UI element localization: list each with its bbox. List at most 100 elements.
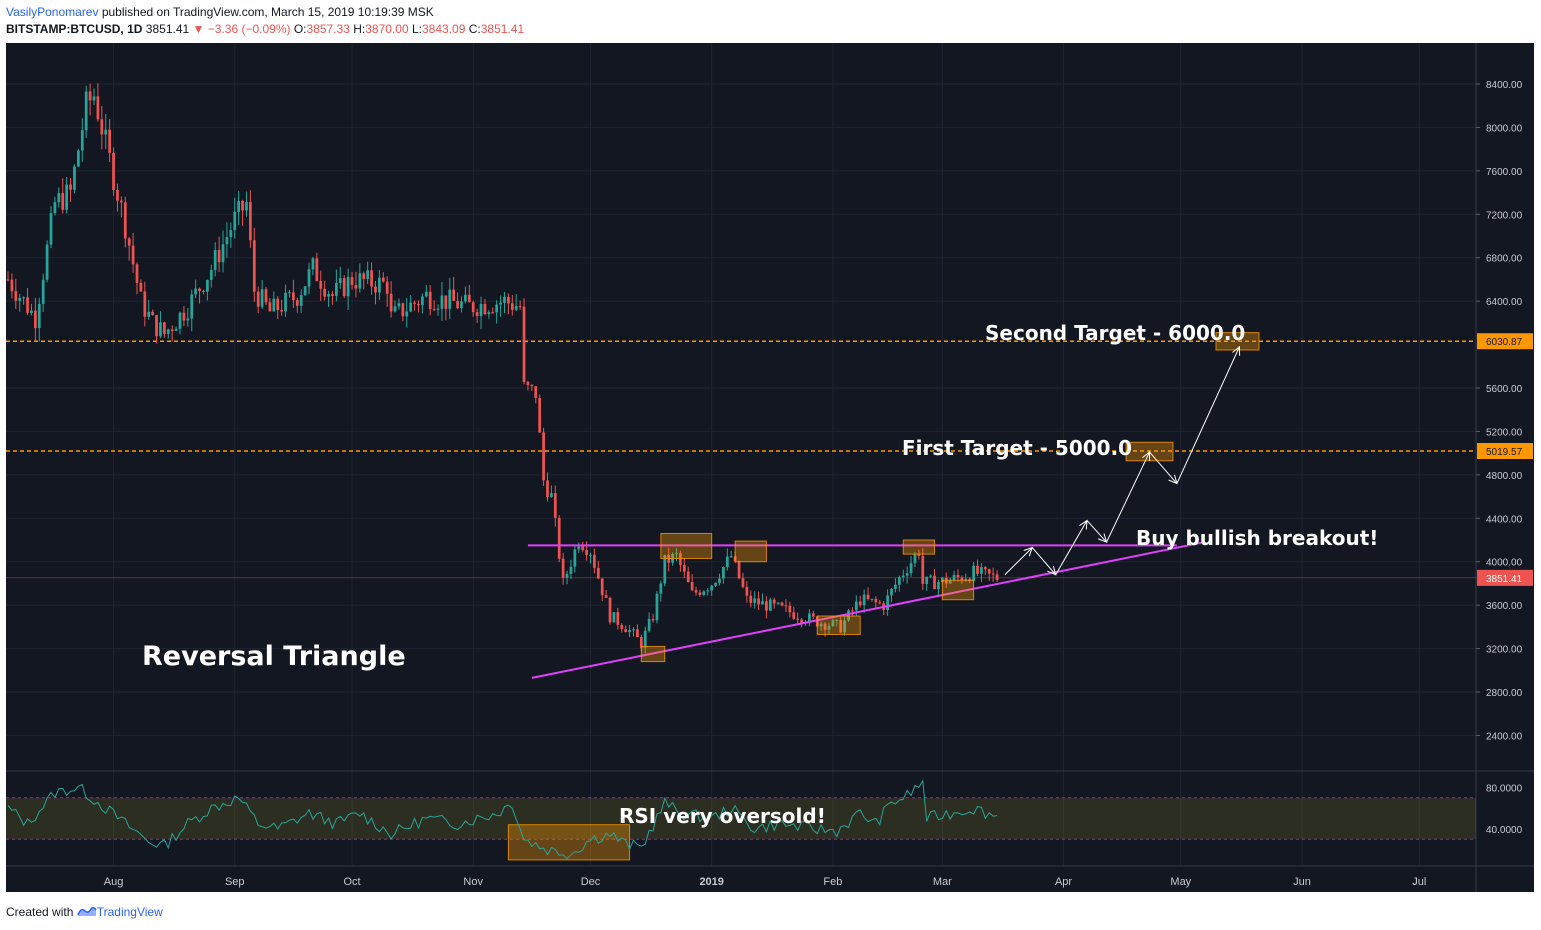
candle-body xyxy=(960,577,964,581)
candle-body xyxy=(41,279,45,304)
candle-body xyxy=(722,566,725,579)
candle-body xyxy=(659,583,663,594)
projection-segment[interactable] xyxy=(1176,346,1240,484)
time-tick-label: Aug xyxy=(104,876,124,888)
candle-body xyxy=(108,129,112,153)
rsi-annotation[interactable]: RSI very oversold! xyxy=(619,804,826,828)
candle-body xyxy=(788,605,792,613)
candle-body xyxy=(467,294,471,303)
candle-body xyxy=(808,613,811,623)
candle-body xyxy=(862,594,866,606)
price-tick-label: 5600.00 xyxy=(1486,384,1523,395)
time-axis[interactable]: Aug Sep Oct Nov Dec 2019 Feb Mar Apr May Jun Jul xyxy=(104,876,1427,888)
price-tick-label: 3200.00 xyxy=(1486,645,1523,656)
candle-body xyxy=(847,610,850,621)
candle-body xyxy=(143,291,147,317)
close-label: C: xyxy=(468,22,481,36)
candle-body xyxy=(937,582,940,590)
candle-body xyxy=(655,593,659,621)
publish-info: VasilyPonomarev published on TradingView… xyxy=(6,5,434,19)
candle-body xyxy=(88,91,92,101)
candle-body xyxy=(186,318,190,321)
candle-body xyxy=(761,601,764,605)
candle-body xyxy=(260,289,264,307)
candle-body xyxy=(792,612,796,619)
candle-body xyxy=(632,629,635,631)
candle-body xyxy=(116,189,119,201)
price-tick-label: 4800.00 xyxy=(1486,471,1523,482)
candle-body xyxy=(581,546,585,551)
tradingview-brand[interactable]: TradingView xyxy=(96,905,163,919)
candle-body xyxy=(80,130,84,151)
projection-segment[interactable] xyxy=(1055,520,1088,575)
pattern-annotation[interactable]: Reversal Triangle xyxy=(142,641,406,672)
candle-body xyxy=(909,563,913,574)
candle-body xyxy=(397,303,401,307)
candle-body xyxy=(952,574,956,580)
rsi-oversold-box[interactable] xyxy=(507,824,631,861)
candle-body xyxy=(385,281,389,294)
candle-body xyxy=(471,302,475,313)
highlight-box[interactable] xyxy=(816,615,861,635)
author-link[interactable]: VasilyPonomarev xyxy=(6,5,99,19)
candle-body xyxy=(104,129,108,135)
second-target-annotation[interactable]: Second Target - 6000.0 xyxy=(985,321,1245,345)
candle-body xyxy=(460,301,463,309)
candle-body xyxy=(229,230,233,238)
candle-body xyxy=(518,306,522,308)
candle-body xyxy=(401,303,405,317)
candle-body xyxy=(456,300,459,309)
candle-body xyxy=(870,598,874,600)
symbol-legend: BITSTAMP:BTCUSD, 1D 3851.41 ▼ −3.36 (−0.… xyxy=(6,22,524,36)
candle-body xyxy=(647,618,651,631)
candle-body xyxy=(249,201,252,241)
candle-body xyxy=(331,294,334,296)
candle-body xyxy=(682,564,686,572)
price-tick-label: 8000.00 xyxy=(1486,123,1523,134)
candle-body xyxy=(92,96,96,101)
time-tick-label: Sep xyxy=(225,876,245,888)
projection-segment[interactable] xyxy=(1031,547,1057,576)
candle-body xyxy=(894,584,897,589)
candle-body xyxy=(608,597,612,623)
projection-segment[interactable] xyxy=(1106,451,1150,543)
candle-body xyxy=(757,598,760,605)
highlight-box[interactable] xyxy=(941,579,975,601)
candle-body xyxy=(284,292,287,312)
highlight-box[interactable] xyxy=(660,532,713,559)
projection-segment[interactable] xyxy=(1004,547,1033,576)
highlight-box[interactable] xyxy=(902,539,936,555)
candle-body xyxy=(933,575,936,590)
first-target-annotation[interactable]: First Target - 5000.0 xyxy=(902,436,1132,460)
drawings[interactable] xyxy=(527,332,1260,679)
candle-body xyxy=(901,575,905,578)
support-trendline[interactable] xyxy=(531,541,1205,679)
candle-body xyxy=(956,574,960,578)
price-axis[interactable]: 8400.00 8000.00 7600.00 7200.00 6800.00 6400.… xyxy=(1476,80,1533,836)
candle-body xyxy=(206,279,209,292)
candle-body xyxy=(675,553,678,555)
candle-body xyxy=(292,292,295,301)
candle-body xyxy=(299,295,303,306)
candle-body xyxy=(436,308,440,310)
highlight-box[interactable] xyxy=(640,645,666,663)
candle-body xyxy=(346,277,350,297)
chart-canvas[interactable]: 8400.00 8000.00 7600.00 7200.00 6800.00 6400.… xyxy=(0,0,1541,900)
projection-segment[interactable] xyxy=(1149,451,1178,484)
time-tick-label: 2019 xyxy=(699,876,723,888)
candle-body xyxy=(311,258,315,270)
candle-body xyxy=(30,310,33,313)
high-label: H: xyxy=(353,22,366,36)
breakout-annotation[interactable]: Buy bullish breakout! xyxy=(1136,526,1378,550)
highlight-box[interactable] xyxy=(734,540,767,563)
candle-body xyxy=(327,294,330,297)
candle-body xyxy=(381,277,385,282)
projection-segment[interactable] xyxy=(1086,520,1107,543)
time-tick-label: Oct xyxy=(343,876,360,888)
candle-body xyxy=(710,585,714,591)
candles xyxy=(6,83,999,654)
time-tick-label: Apr xyxy=(1055,876,1072,888)
symbol-name[interactable]: BITSTAMP:BTCUSD, 1D xyxy=(6,22,143,36)
candle-body xyxy=(753,598,757,603)
candle-body xyxy=(233,211,237,231)
